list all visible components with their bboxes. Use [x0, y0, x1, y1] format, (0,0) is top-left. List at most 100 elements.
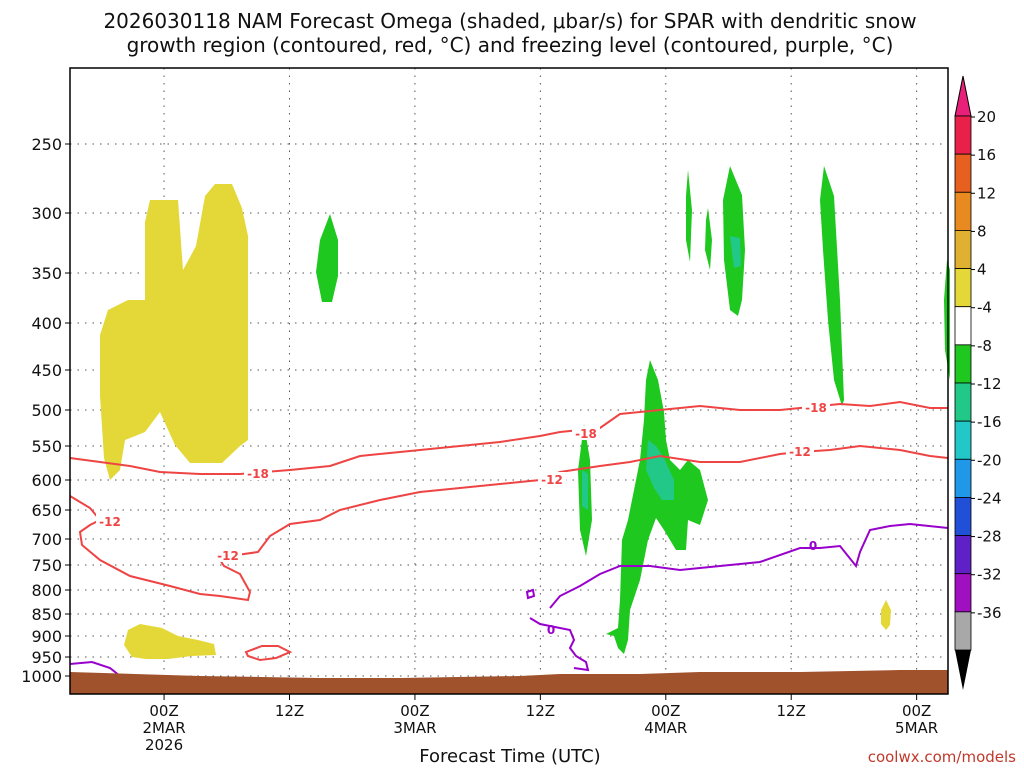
colorbar-label: -12 — [977, 375, 1002, 393]
colorbar-swatch — [954, 535, 972, 575]
y-tick-label: 900 — [31, 627, 62, 646]
dgz-contour-minus12-upper — [69, 444, 949, 602]
plot-area: -18 -12 -12 -12 -18 -12 -18 0 0 — [69, 67, 950, 695]
dgz-contour-label: -12 — [789, 445, 811, 459]
contour-label-bg — [244, 466, 272, 480]
dgz-contour-label: -18 — [575, 427, 597, 441]
dgz-contour-label: -12 — [541, 473, 563, 487]
x-tick-label: 12Z — [275, 702, 304, 720]
colorbar-label: -8 — [977, 337, 992, 355]
contour-label-bg — [96, 514, 124, 528]
colorbar-swatch — [954, 420, 972, 460]
dgz-contour-minus18 — [69, 400, 948, 475]
y-tick-label: 950 — [31, 648, 62, 667]
colorbar-label: -16 — [977, 413, 1002, 431]
contour-label-bg — [572, 426, 600, 440]
dgz-contours — [69, 400, 949, 662]
colorbar-swatch — [954, 611, 972, 651]
colorbar-label: 20 — [977, 108, 996, 126]
colorbar-swatch — [954, 153, 972, 193]
colorbar-label: 8 — [977, 222, 987, 240]
x-tick-label: 4MAR — [644, 719, 687, 737]
y-tick-label: 500 — [31, 401, 62, 420]
colorbar-label: 12 — [977, 184, 996, 202]
colorbar-label: -20 — [977, 451, 1002, 469]
freezing-contour-edge — [69, 660, 121, 677]
x-tick-label: 00Z — [149, 702, 178, 720]
freezing-contour-label: 0 — [547, 623, 555, 637]
colorbar-swatch — [954, 306, 972, 346]
freezing-contour-label: 0 — [809, 539, 817, 553]
x-tick-label: 2026 — [145, 736, 183, 754]
credit-text: coolwx.com/models — [868, 748, 1016, 766]
x-tick-label: 2MAR — [142, 719, 185, 737]
colorbar-top-arrow — [954, 75, 972, 117]
freezing-contour-upper — [549, 522, 949, 609]
colorbar-label: -24 — [977, 489, 1002, 507]
colorbar-swatch — [954, 344, 972, 384]
y-tick-label: 850 — [31, 605, 62, 624]
omega-positive-region-small — [881, 600, 891, 630]
positive-omega-shading — [100, 184, 891, 659]
y-tick-label: 350 — [31, 264, 62, 283]
plot-frame — [69, 67, 949, 695]
colorbar-bottom-arrow — [955, 650, 971, 690]
colorbar-swatch — [954, 458, 972, 498]
y-tick-label: 250 — [31, 135, 62, 154]
x-tick-label: 00Z — [651, 702, 680, 720]
freezing-level-contours — [69, 522, 949, 677]
x-tick-label: 12Z — [526, 702, 555, 720]
dgz-contour-minus12-small — [244, 645, 293, 662]
x-tick-label: 12Z — [777, 702, 806, 720]
colorbar-swatch — [954, 497, 972, 536]
terrain-fill — [70, 670, 948, 694]
contour-label-bg — [538, 472, 566, 486]
y-tick-label: 550 — [31, 437, 62, 456]
omega-strong-negative-core-2 — [730, 236, 741, 268]
y-tick-label: 450 — [31, 361, 62, 380]
chart-title-line-1: 2026030118 NAM Forecast Omega (shaded, μ… — [103, 9, 916, 33]
dgz-contour-label: -12 — [99, 515, 121, 529]
colorbar-swatch — [954, 230, 972, 269]
x-axis-label: Forecast Time (UTC) — [419, 746, 600, 767]
freezing-contour-lower — [529, 617, 590, 672]
dgz-contour-label: -18 — [805, 401, 827, 415]
x-tick-label: 3MAR — [393, 719, 436, 737]
colorbar-label: 16 — [977, 146, 996, 164]
contour-label-bg — [802, 400, 830, 414]
y-axis: 250 300 350 400 450 500 550 600 650 700 750 800 850 9… — [21, 135, 70, 686]
omega-positive-region-lower — [124, 624, 216, 659]
y-tick-label: 1000 — [21, 667, 62, 686]
y-tick-label: 650 — [31, 501, 62, 520]
colorbar-label: -4 — [977, 299, 992, 317]
y-tick-label: 800 — [31, 581, 62, 600]
freezing-contour-tiny — [525, 588, 536, 600]
colorbar-label: -32 — [977, 566, 1002, 584]
omega-negative-region-1 — [316, 214, 338, 302]
colorbar-swatch — [954, 115, 972, 155]
x-tick-label: 00Z — [902, 702, 931, 720]
dgz-contour-label: -12 — [217, 549, 239, 563]
contour-label-bg — [214, 548, 242, 562]
colorbar-swatch — [954, 573, 972, 613]
omega-positive-region-upper — [100, 184, 248, 480]
y-tick-label: 700 — [31, 530, 62, 549]
y-tick-label: 400 — [31, 314, 62, 333]
omega-negative-region-3 — [705, 208, 712, 270]
colorbar-label: -28 — [977, 528, 1002, 546]
colorbar-swatch — [954, 191, 972, 231]
dgz-contour-label: -18 — [247, 467, 269, 481]
omega-negative-region-2 — [686, 170, 692, 262]
colorbar: 20 16 12 8 4 -4 -8 -12 -16 -20 -24 -28 -32 -36 — [954, 75, 1002, 690]
contour-labels: -18 -12 -12 -12 -18 -12 -18 0 0 — [96, 400, 830, 637]
y-tick-label: 750 — [31, 556, 62, 575]
contour-label-bg — [786, 444, 814, 458]
y-tick-label: 300 — [31, 204, 62, 223]
omega-strong-negative-core — [646, 440, 674, 500]
colorbar-swatch — [954, 268, 972, 308]
chart-title-line-2: growth region (contoured, red, °C) and f… — [127, 33, 894, 57]
x-tick-label: 00Z — [400, 702, 429, 720]
omega-negative-region-5 — [820, 166, 844, 406]
